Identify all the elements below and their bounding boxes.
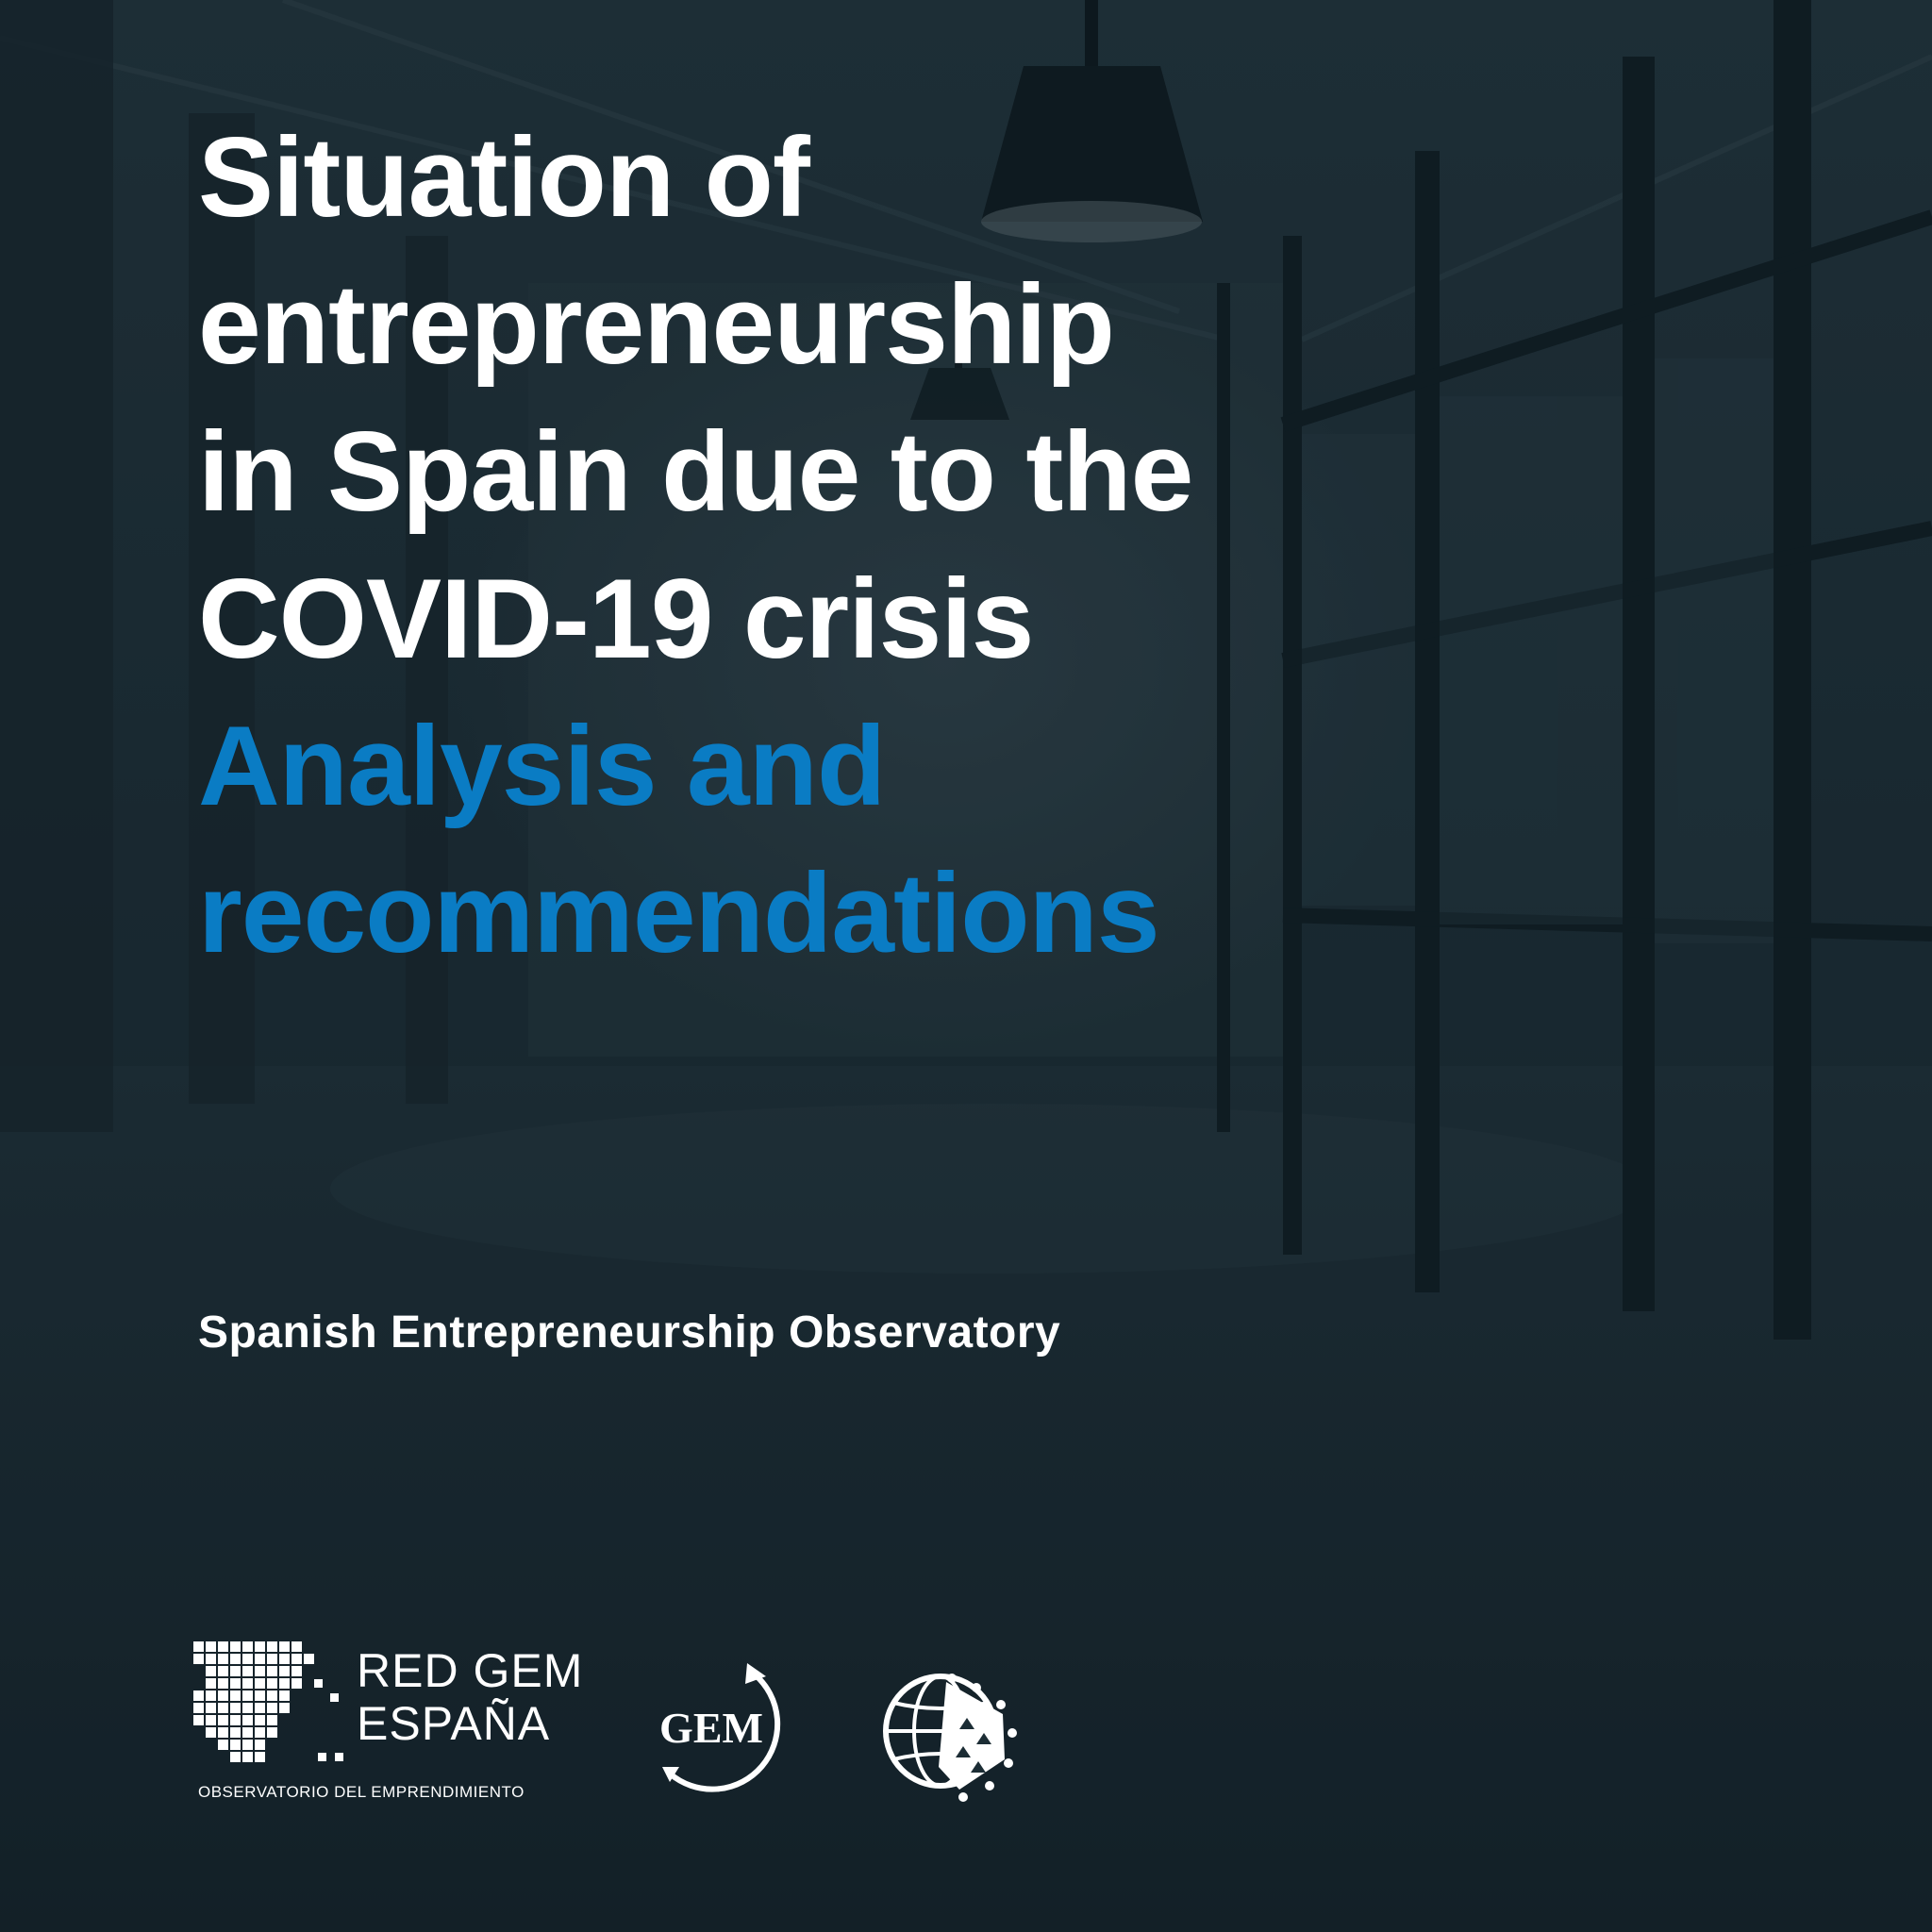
gem-circular-arrow-icon: GEM xyxy=(659,1663,781,1792)
title-block: Situation of entrepreneurship in Spain d… xyxy=(198,104,1330,987)
spain-pixel-map-icon xyxy=(193,1641,343,1762)
subtitle-line: Analysis and xyxy=(198,703,886,829)
red-gem-logo-tagline: OBSERVATORIO DEL EMPRENDIMIENTO xyxy=(198,1783,525,1801)
gem-logo-text: GEM xyxy=(659,1704,763,1752)
title-line: in Spain due to the xyxy=(198,408,1193,535)
publisher-name: Spanish Entrepreneurship Observatory xyxy=(198,1307,1061,1357)
title-line: COVID-19 crisis xyxy=(198,556,1034,682)
globe-emblem-icon xyxy=(883,1674,1017,1802)
subtitle-line: recommendations xyxy=(198,850,1160,976)
title-line: entrepreneurship xyxy=(198,261,1115,388)
red-gem-logo-line2: ESPAÑA xyxy=(357,1697,551,1750)
title-line: Situation of xyxy=(198,114,810,241)
red-gem-logo-line1: RED GEM xyxy=(357,1644,584,1697)
